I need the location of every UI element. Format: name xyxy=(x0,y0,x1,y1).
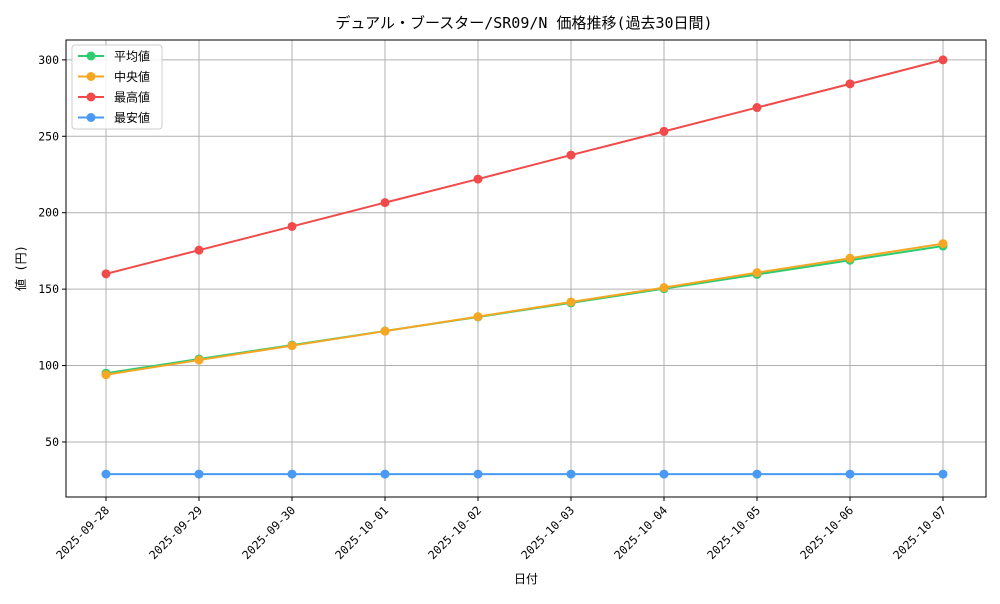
y-tick-label: 300 xyxy=(38,53,59,67)
data-point xyxy=(287,469,297,479)
y-tick-label: 50 xyxy=(45,435,59,449)
legend-swatch-marker xyxy=(86,92,96,102)
y-tick-label: 200 xyxy=(38,206,59,220)
data-point xyxy=(101,269,111,279)
data-point xyxy=(938,469,948,479)
data-point xyxy=(473,469,483,479)
data-point xyxy=(659,469,669,479)
data-point xyxy=(566,150,576,160)
legend-label: 最高値 xyxy=(114,90,150,105)
data-point xyxy=(101,370,111,380)
legend-label: 最安値 xyxy=(114,110,150,125)
y-tick-label: 100 xyxy=(38,359,59,373)
data-point xyxy=(566,469,576,479)
data-point xyxy=(194,245,204,255)
data-point xyxy=(287,341,297,351)
data-point xyxy=(845,469,855,479)
data-point xyxy=(194,469,204,479)
data-point xyxy=(938,55,948,65)
y-tick-label: 150 xyxy=(38,282,59,296)
data-point xyxy=(659,283,669,293)
data-point xyxy=(566,297,576,307)
legend-swatch-marker xyxy=(86,72,96,81)
data-point xyxy=(380,469,390,479)
grid-lines xyxy=(66,40,986,497)
data-point xyxy=(752,103,762,113)
x-axis-label: 日付 xyxy=(514,572,538,586)
legend-label: 中央値 xyxy=(114,69,150,84)
data-point xyxy=(287,221,297,231)
series-line xyxy=(105,242,944,376)
data-point xyxy=(473,312,483,322)
y-axis-ticks: 50 100 150 200 250 300 xyxy=(38,53,66,449)
data-point xyxy=(473,174,483,184)
chart-title: デュアル・ブースター/SR09/N 価格推移(過去30日間) xyxy=(335,14,712,32)
data-point xyxy=(194,355,204,365)
series-line xyxy=(105,58,944,275)
data-point xyxy=(938,239,948,249)
plot-frame xyxy=(65,39,987,498)
series-1 xyxy=(101,239,948,380)
data-point xyxy=(380,198,390,208)
series-lines xyxy=(101,55,948,479)
legend-swatch-marker xyxy=(86,51,96,61)
data-point xyxy=(101,469,111,479)
data-point xyxy=(659,126,669,136)
data-point xyxy=(752,268,762,278)
series-3 xyxy=(101,469,948,479)
legend-label: 平均値 xyxy=(114,49,150,64)
series-2 xyxy=(101,55,948,279)
legend-box xyxy=(71,44,163,130)
y-axis-label: 値 (円) xyxy=(13,245,28,291)
legend-swatch-marker xyxy=(86,113,96,122)
data-point xyxy=(845,79,855,89)
data-point xyxy=(752,469,762,479)
data-point xyxy=(380,326,390,336)
data-point xyxy=(845,253,855,263)
y-tick-label: 250 xyxy=(38,129,59,143)
